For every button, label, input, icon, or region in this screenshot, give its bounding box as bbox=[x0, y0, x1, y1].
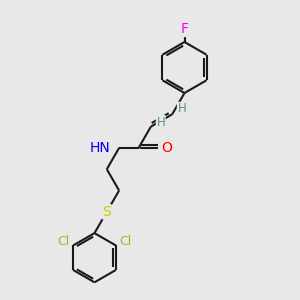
Text: Cl: Cl bbox=[119, 235, 131, 248]
Text: H: H bbox=[177, 102, 186, 116]
Text: F: F bbox=[181, 22, 188, 36]
Text: S: S bbox=[102, 205, 111, 219]
Text: HN: HN bbox=[90, 141, 111, 155]
Text: Cl: Cl bbox=[58, 235, 70, 248]
Text: H: H bbox=[156, 116, 165, 129]
Text: O: O bbox=[161, 141, 172, 155]
